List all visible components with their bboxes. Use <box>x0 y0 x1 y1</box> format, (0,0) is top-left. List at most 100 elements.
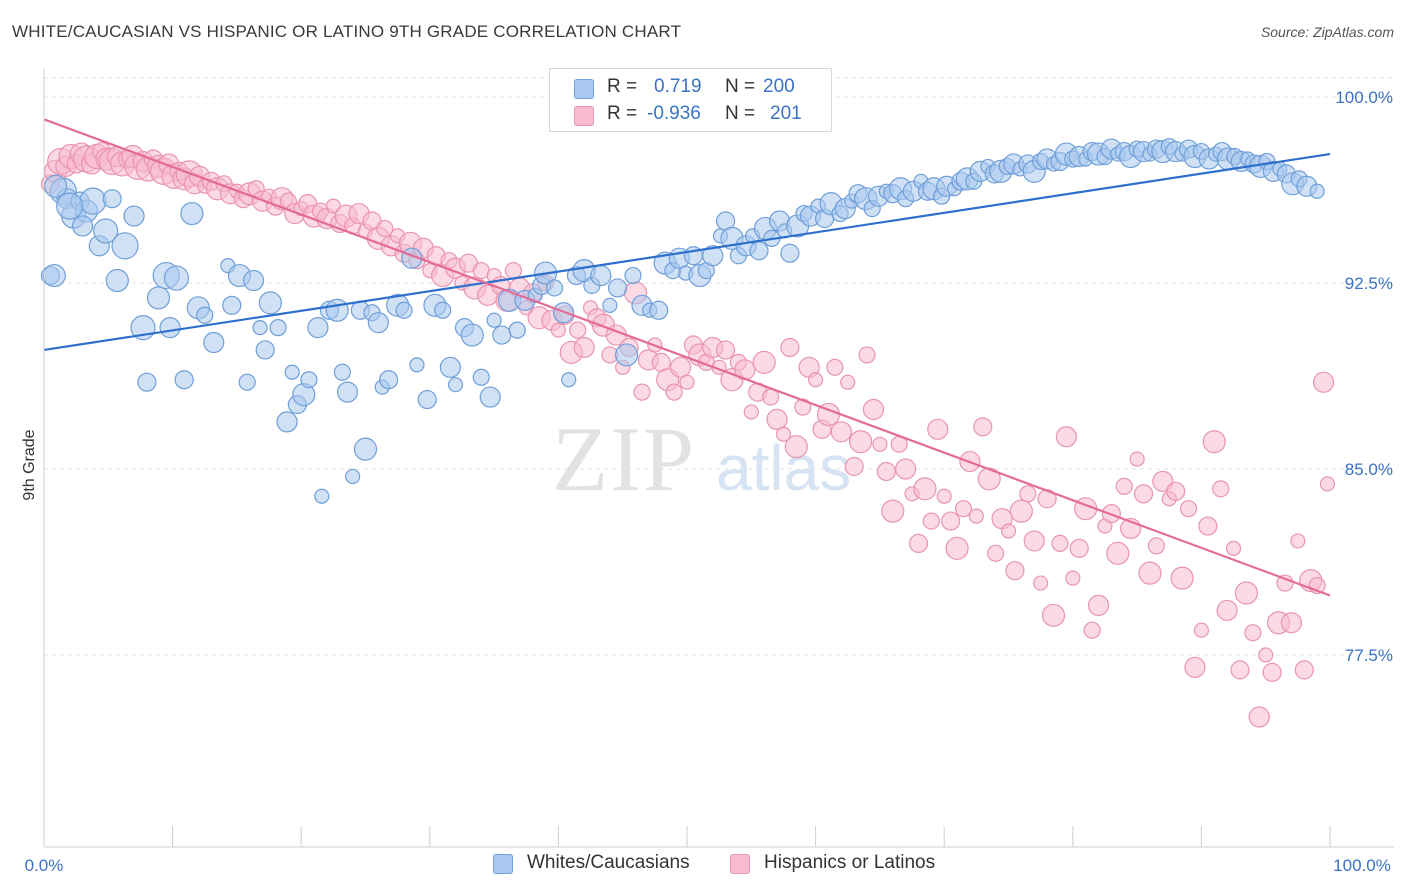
hispanic-point <box>876 461 896 482</box>
hispanic-point <box>1138 561 1162 585</box>
hispanic-point <box>1216 599 1238 621</box>
hispanic-point <box>1115 477 1133 495</box>
white-point <box>252 320 268 336</box>
white-point <box>123 205 145 227</box>
hispanic-point <box>794 398 812 416</box>
hispanic-point <box>1198 516 1218 536</box>
hispanic-points <box>40 141 1336 728</box>
white-point <box>105 268 129 293</box>
white-point <box>258 291 282 315</box>
hispanic-point <box>1055 426 1077 448</box>
white-point <box>71 215 94 237</box>
white-point <box>447 377 464 393</box>
hispanic-point <box>922 512 940 530</box>
hispanic-point <box>780 337 800 358</box>
white-point <box>749 241 769 261</box>
white-point <box>702 245 724 267</box>
white-point <box>56 192 84 220</box>
chart-title: WHITE/CAUCASIAN VS HISPANIC OR LATINO 9T… <box>12 22 682 41</box>
legend-n-label: N = <box>725 103 756 124</box>
legend-n-value: 200 <box>763 76 795 97</box>
white-point <box>545 279 564 297</box>
white-point <box>243 269 265 292</box>
hispanic-point <box>1234 581 1259 605</box>
hispanic-point <box>504 262 522 280</box>
hispanic-point <box>1184 656 1206 679</box>
white-point <box>508 321 526 339</box>
hispanic-point <box>895 458 917 480</box>
white-point <box>42 263 66 288</box>
hispanic-point <box>872 436 888 452</box>
bottom-legend-label: Whites/Caucasians <box>527 852 690 873</box>
hispanic-point <box>1276 574 1294 592</box>
white-point <box>222 295 242 315</box>
hispanic-point <box>1000 523 1017 539</box>
white-point <box>607 278 628 298</box>
white-point <box>276 411 298 433</box>
hispanic-point <box>784 435 808 459</box>
hispanic-point <box>679 374 695 390</box>
white-point <box>269 319 287 337</box>
hispanic-point <box>1009 499 1033 523</box>
hispanic-point <box>633 383 651 401</box>
bottom-legend-label: Hispanics or Latinos <box>764 852 936 873</box>
hispanic-point <box>954 500 973 518</box>
white-point <box>111 232 139 260</box>
hispanic-point <box>376 219 394 238</box>
white-point <box>614 343 639 367</box>
white-point <box>1309 183 1325 199</box>
hispanic-point <box>881 499 905 523</box>
hispanic-point <box>913 477 937 501</box>
hispanic-point <box>1202 430 1226 454</box>
white-point <box>439 356 461 378</box>
hispanic-point <box>830 421 852 443</box>
hispanic-point <box>807 372 824 388</box>
white-point <box>479 386 501 408</box>
bottom-legend-swatch-whites <box>493 854 513 874</box>
white-point <box>353 437 378 461</box>
white-point <box>325 298 349 322</box>
trendlines <box>43 118 1331 597</box>
white-point <box>93 218 119 244</box>
white-point <box>203 331 225 354</box>
hispanic-point <box>1212 480 1230 498</box>
legend-swatch-hispanics <box>574 106 594 126</box>
white-point <box>180 201 204 226</box>
hispanic-point <box>1170 566 1194 590</box>
legend: R = 0.719 N = 200 R = -0.936 N = 201 <box>549 68 832 132</box>
legend-n-label: N = <box>725 76 756 97</box>
legend-n-value: 201 <box>770 103 802 124</box>
white-point <box>472 368 490 386</box>
white-point <box>314 488 330 504</box>
hispanic-point <box>1147 537 1165 555</box>
hispanic-point <box>1005 561 1025 581</box>
white-point <box>333 363 351 381</box>
watermark-zip: ZIP <box>552 408 696 510</box>
white-point <box>307 317 329 339</box>
hispanic-point <box>1262 662 1282 682</box>
hispanic-point <box>1033 575 1049 591</box>
hispanic-point <box>1248 706 1270 728</box>
source-credit: Source: ZipAtlas.com <box>1260 24 1394 40</box>
white-point <box>409 357 425 373</box>
hispanic-point <box>665 383 683 401</box>
hispanic-point <box>844 456 864 477</box>
hispanic-point <box>1294 660 1314 680</box>
white-point <box>486 312 502 328</box>
white-point <box>43 174 68 198</box>
hispanic-point <box>1069 538 1089 558</box>
white-point <box>624 266 642 285</box>
x-tick-label: 0.0% <box>25 856 64 875</box>
y-tick-label: 92.5% <box>1345 274 1393 293</box>
white-point <box>492 325 512 345</box>
hispanic-point <box>1019 485 1037 503</box>
white-point <box>255 340 275 360</box>
legend-r-value: 0.719 <box>654 76 702 97</box>
hispanic-point <box>669 356 692 378</box>
hispanic-point <box>1230 660 1250 680</box>
hispanic-point <box>826 358 844 376</box>
white-point <box>602 297 618 313</box>
white-point <box>649 300 669 320</box>
white-point <box>345 468 361 485</box>
